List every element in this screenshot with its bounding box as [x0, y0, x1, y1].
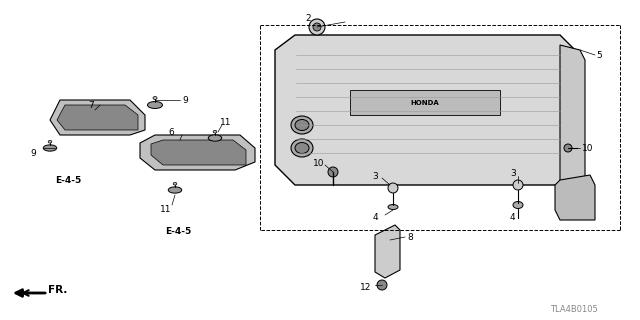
Ellipse shape	[173, 182, 177, 185]
Circle shape	[513, 180, 523, 190]
Polygon shape	[350, 90, 500, 115]
Text: 7: 7	[88, 100, 93, 109]
Polygon shape	[50, 100, 145, 135]
Text: E-4-5: E-4-5	[165, 228, 191, 236]
Text: 12: 12	[360, 283, 371, 292]
Text: 10: 10	[313, 158, 324, 167]
Circle shape	[388, 183, 398, 193]
Text: 4: 4	[373, 212, 379, 221]
Text: 11: 11	[160, 205, 172, 214]
Circle shape	[313, 23, 321, 31]
Ellipse shape	[168, 187, 182, 193]
Ellipse shape	[153, 97, 157, 100]
Text: E-4-5: E-4-5	[55, 175, 81, 185]
Ellipse shape	[291, 116, 313, 134]
Text: 4: 4	[510, 213, 516, 222]
Polygon shape	[151, 140, 246, 165]
Ellipse shape	[213, 130, 217, 133]
Text: 11: 11	[220, 117, 232, 126]
Text: 9: 9	[182, 95, 188, 105]
Ellipse shape	[295, 119, 309, 131]
Text: FR.: FR.	[48, 285, 67, 295]
Text: TLA4B0105: TLA4B0105	[550, 306, 598, 315]
Ellipse shape	[147, 101, 163, 108]
Polygon shape	[140, 135, 255, 170]
Text: HONDA: HONDA	[411, 100, 440, 106]
Text: 5: 5	[596, 51, 602, 60]
Ellipse shape	[291, 139, 313, 157]
Ellipse shape	[48, 140, 52, 143]
Text: 10: 10	[582, 143, 593, 153]
Polygon shape	[555, 175, 595, 220]
Text: 8: 8	[407, 233, 413, 242]
Text: 3: 3	[510, 169, 516, 178]
Text: 2: 2	[305, 13, 310, 22]
Ellipse shape	[295, 142, 309, 154]
Text: 3: 3	[372, 172, 378, 180]
Circle shape	[328, 167, 338, 177]
Text: 9: 9	[30, 148, 36, 157]
Ellipse shape	[44, 145, 57, 151]
Circle shape	[377, 280, 387, 290]
Circle shape	[564, 144, 572, 152]
Ellipse shape	[388, 204, 398, 210]
Ellipse shape	[513, 202, 523, 209]
Polygon shape	[57, 105, 138, 130]
Polygon shape	[560, 45, 585, 190]
Ellipse shape	[208, 135, 221, 141]
Circle shape	[309, 19, 325, 35]
Text: 6: 6	[168, 127, 173, 137]
Polygon shape	[275, 35, 575, 185]
Polygon shape	[375, 225, 400, 278]
